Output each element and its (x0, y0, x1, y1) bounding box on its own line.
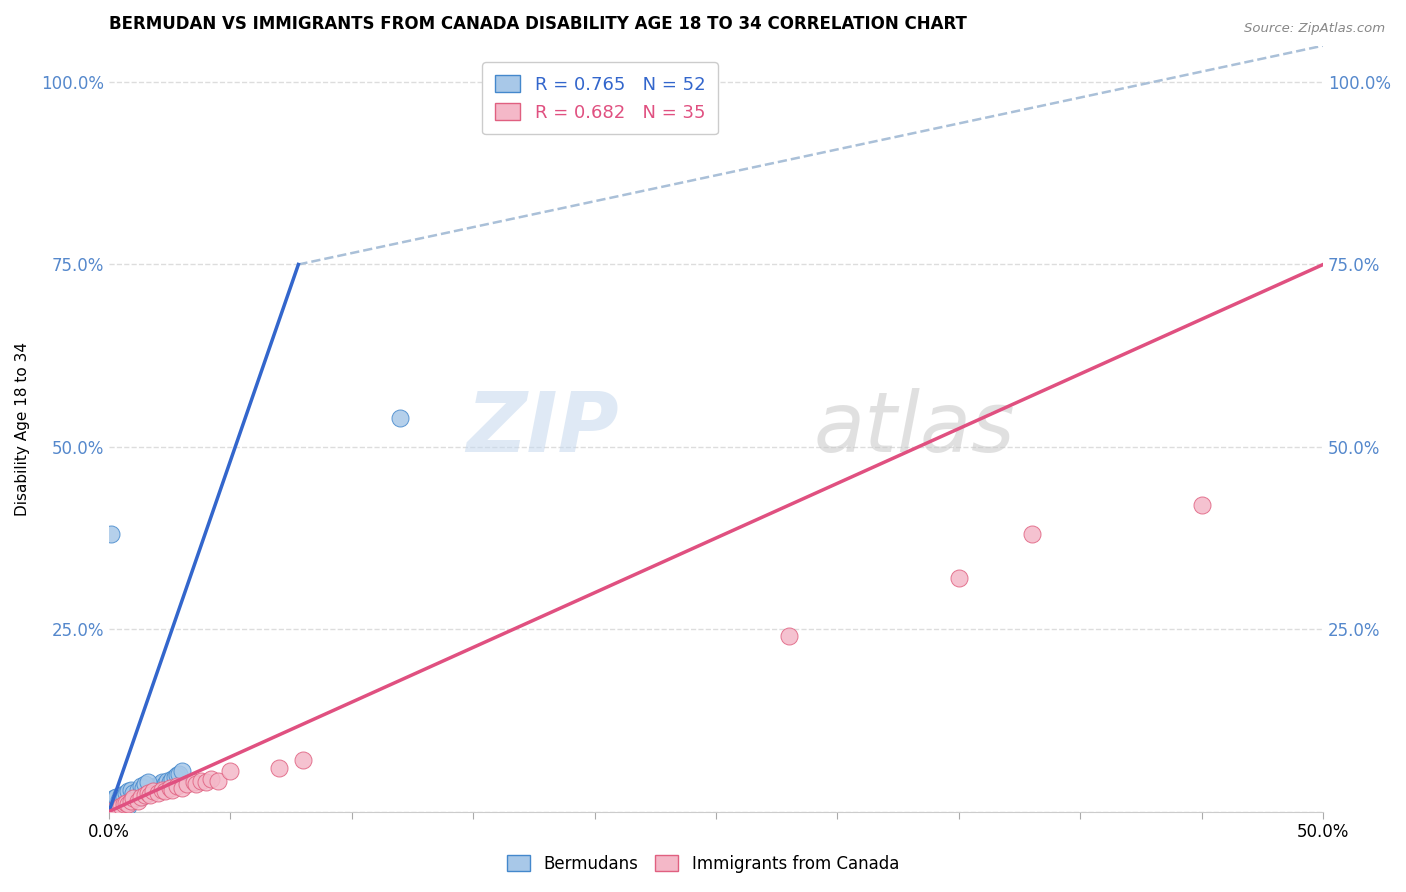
Point (132, 786, 155, 800)
Point (292, 754, 315, 768)
Point (115, 786, 138, 800)
Point (153, 777, 176, 791)
Point (166, 768, 188, 782)
Point (139, 782, 162, 797)
Point (110, 798, 132, 813)
Y-axis label: Disability Age 18 to 34: Disability Age 18 to 34 (15, 342, 30, 516)
Point (778, 630, 800, 644)
Point (169, 766, 191, 780)
Point (136, 775, 159, 789)
Text: BERMUDAN VS IMMIGRANTS FROM CANADA DISABILITY AGE 18 TO 34 CORRELATION CHART: BERMUDAN VS IMMIGRANTS FROM CANADA DISAB… (110, 15, 967, 33)
Point (115, 797, 138, 812)
Point (156, 773, 179, 788)
Point (948, 571, 970, 585)
Point (219, 764, 242, 779)
Point (105, 797, 128, 812)
Point (132, 781, 155, 796)
Point (134, 789, 156, 803)
Point (115, 796, 138, 810)
Point (159, 781, 181, 796)
Point (120, 794, 142, 808)
Point (139, 789, 162, 803)
Point (110, 789, 132, 803)
Point (120, 794, 142, 808)
Point (112, 797, 135, 812)
Point (107, 798, 129, 813)
Point (129, 779, 152, 793)
Point (103, 791, 125, 805)
Point (134, 789, 156, 803)
Point (117, 798, 139, 813)
Point (103, 801, 125, 815)
Point (112, 789, 135, 804)
Point (186, 777, 208, 791)
Point (195, 775, 218, 789)
Point (100, 797, 122, 812)
Point (100, 801, 122, 815)
Point (136, 786, 159, 800)
Point (105, 789, 128, 804)
Point (163, 770, 186, 784)
Point (134, 784, 156, 798)
Point (127, 789, 149, 803)
Point (122, 786, 145, 800)
Point (166, 779, 188, 793)
Point (134, 777, 156, 791)
Point (142, 784, 165, 798)
Point (100, 527, 122, 541)
Point (127, 794, 149, 808)
Legend: Bermudans, Immigrants from Canada: Bermudans, Immigrants from Canada (501, 848, 905, 880)
Legend: R = 0.765   N = 52, R = 0.682   N = 35: R = 0.765 N = 52, R = 0.682 N = 35 (482, 62, 718, 135)
Point (129, 789, 152, 804)
Point (127, 782, 149, 797)
Point (146, 781, 169, 796)
Point (146, 786, 169, 800)
Point (153, 784, 176, 798)
Point (152, 782, 174, 797)
Point (160, 782, 183, 797)
Point (149, 777, 172, 791)
Point (107, 793, 129, 807)
Point (105, 801, 128, 815)
Point (122, 791, 145, 805)
Point (159, 775, 181, 789)
Point (142, 782, 165, 797)
Point (143, 779, 166, 793)
Point (176, 777, 198, 791)
Point (170, 764, 193, 779)
Point (136, 786, 159, 800)
Point (117, 784, 139, 798)
Point (125, 791, 148, 805)
Point (152, 775, 174, 789)
Point (1021, 527, 1043, 541)
Point (100, 794, 122, 808)
Point (105, 801, 128, 815)
Point (122, 789, 145, 804)
Point (110, 794, 132, 808)
Text: atlas: atlas (813, 388, 1015, 469)
Point (117, 797, 139, 812)
Point (110, 797, 132, 812)
Point (100, 805, 122, 819)
Point (103, 798, 125, 813)
Point (170, 781, 193, 796)
Text: Source: ZipAtlas.com: Source: ZipAtlas.com (1244, 22, 1385, 36)
Point (160, 772, 183, 786)
Point (120, 782, 142, 797)
Point (207, 773, 229, 788)
Point (1191, 498, 1213, 512)
Point (183, 775, 205, 789)
Point (200, 772, 222, 786)
Point (267, 761, 290, 775)
Point (129, 789, 152, 804)
Point (190, 773, 212, 788)
Point (112, 796, 135, 810)
Text: ZIP: ZIP (467, 388, 619, 469)
Point (389, 410, 412, 425)
